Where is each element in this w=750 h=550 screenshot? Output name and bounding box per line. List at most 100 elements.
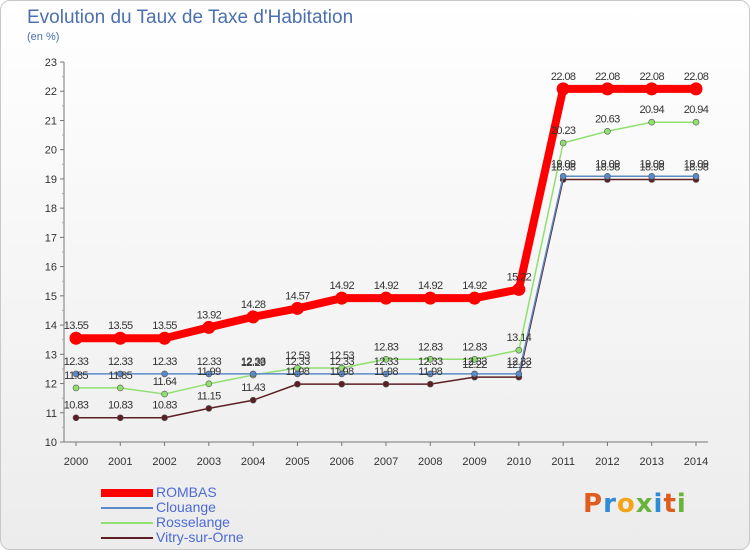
data-point-clouange xyxy=(648,172,656,180)
y-tick-label: 12 xyxy=(45,379,57,391)
y-tick-label: 11 xyxy=(46,408,57,420)
data-point-clouange xyxy=(338,370,346,378)
legend: ROMBAS Clouange Rosselange Vitry-sur-Orn… xyxy=(101,485,321,545)
data-point-clouange xyxy=(205,370,213,378)
data-label-vitry-sur-orne: 11.98 xyxy=(330,366,354,378)
logo-letter: i xyxy=(676,489,687,519)
data-point-rombas xyxy=(423,291,437,305)
data-point-rosselange xyxy=(382,355,390,363)
data-point-rosselange xyxy=(604,127,611,135)
data-point-rombas xyxy=(689,82,703,96)
data-point-rombas xyxy=(379,291,393,305)
data-label-vitry-sur-orne: 11.98 xyxy=(418,366,442,378)
y-tick-label: 13 xyxy=(45,349,57,361)
data-label-vitry-sur-orne: 10.83 xyxy=(152,400,177,412)
data-point-vitry-sur-orne xyxy=(382,380,390,388)
data-label-clouange: 19.09 xyxy=(595,158,620,170)
data-point-rosselange xyxy=(205,380,213,388)
proxiti-logo: Proxiti xyxy=(583,489,687,519)
y-tick-label: 23 xyxy=(45,57,57,69)
data-label-rosselange: 11.85 xyxy=(108,370,132,382)
data-label-vitry-sur-orne: 18.98 xyxy=(595,162,620,174)
data-label-vitry-sur-orne: 11.98 xyxy=(286,366,310,378)
x-tick-label: 2004 xyxy=(241,456,265,468)
x-tick-label: 2011 xyxy=(551,456,575,468)
logo-letter: t xyxy=(663,489,677,519)
legend-label-clouange: Clouange xyxy=(156,499,216,515)
data-label-rosselange: 20.23 xyxy=(551,125,576,137)
data-label-rosselange: 12.83 xyxy=(462,341,487,353)
logo-letter: x xyxy=(635,489,654,519)
data-point-rosselange xyxy=(648,118,656,126)
data-label-vitry-sur-orne: 10.83 xyxy=(108,400,133,412)
data-label-vitry-sur-orne: 10.83 xyxy=(64,400,89,412)
data-point-clouange xyxy=(116,370,124,378)
data-point-rombas xyxy=(158,331,172,345)
data-label-clouange: 12.33 xyxy=(241,356,266,368)
data-point-vitry-sur-orne xyxy=(116,414,124,422)
data-label-rombas: 14.92 xyxy=(462,280,487,292)
data-point-rombas xyxy=(600,82,614,96)
data-point-vitry-sur-orne xyxy=(426,380,434,388)
x-tick-label: 2012 xyxy=(595,456,619,468)
data-label-vitry-sur-orne: 12.22 xyxy=(462,359,487,371)
y-tick-label: 18 xyxy=(45,203,57,215)
data-point-clouange xyxy=(382,370,390,378)
data-point-vitry-sur-orne xyxy=(249,396,257,404)
data-point-clouange xyxy=(559,172,567,180)
data-label-rombas: 22.08 xyxy=(684,71,709,83)
data-label-rosselange: 13.14 xyxy=(507,332,532,344)
data-label-clouange: 12.33 xyxy=(197,356,222,368)
legend-swatch-rosselange xyxy=(101,522,153,524)
data-label-clouange: 19.09 xyxy=(551,158,576,170)
data-label-rombas: 22.08 xyxy=(595,71,620,83)
data-point-rosselange xyxy=(515,346,523,354)
data-point-rombas xyxy=(290,301,304,315)
data-point-rombas xyxy=(556,82,570,96)
y-tick-label: 17 xyxy=(45,232,57,244)
data-label-rombas: 14.92 xyxy=(418,280,443,292)
data-point-rombas xyxy=(69,331,83,345)
y-tick-label: 19 xyxy=(45,174,57,186)
legend-label-rosselange: Rosselange xyxy=(156,514,230,530)
data-label-clouange: 12.33 xyxy=(462,356,487,368)
data-label-rombas: 15.22 xyxy=(507,271,532,283)
data-point-clouange xyxy=(515,370,523,378)
data-label-clouange: 19.09 xyxy=(684,158,709,170)
legend-label-rombas: ROMBAS xyxy=(156,484,217,500)
y-tick-label: 10 xyxy=(45,437,57,449)
legend-item-rombas: ROMBAS xyxy=(101,485,321,500)
y-tick-label: 14 xyxy=(45,320,57,332)
data-label-clouange: 12.33 xyxy=(285,356,310,368)
logo-letter: r xyxy=(603,489,617,519)
data-label-vitry-sur-orne: 18.98 xyxy=(639,162,664,174)
data-label-rombas: 14.92 xyxy=(374,280,399,292)
data-label-rombas: 13.55 xyxy=(152,320,177,332)
data-point-vitry-sur-orne xyxy=(161,414,168,422)
data-point-rosselange xyxy=(471,355,478,363)
data-label-rosselange: 12.83 xyxy=(374,341,399,353)
data-point-clouange xyxy=(426,370,434,378)
data-label-rombas: 14.28 xyxy=(241,299,266,311)
data-point-vitry-sur-orne xyxy=(294,380,301,388)
data-point-clouange xyxy=(249,370,257,378)
data-point-rombas xyxy=(113,331,127,345)
data-label-vitry-sur-orne: 11.15 xyxy=(197,390,221,402)
x-tick-label: 2008 xyxy=(418,456,442,468)
x-tick-label: 2014 xyxy=(684,456,708,468)
data-point-rosselange xyxy=(692,118,700,126)
data-label-rosselange: 20.94 xyxy=(684,104,709,116)
data-point-rosselange xyxy=(161,390,168,398)
data-point-rosselange xyxy=(116,384,124,392)
data-point-rombas xyxy=(645,82,659,96)
data-label-rosselange: 11.85 xyxy=(64,370,88,382)
legend-item-rosselange: Rosselange xyxy=(101,515,321,530)
logo-letter: i xyxy=(653,489,664,519)
data-point-clouange xyxy=(294,370,301,378)
data-point-rombas xyxy=(246,310,260,324)
data-label-vitry-sur-orne: 18.98 xyxy=(684,162,709,174)
data-point-vitry-sur-orne xyxy=(205,405,213,412)
x-tick-label: 2001 xyxy=(108,456,132,468)
